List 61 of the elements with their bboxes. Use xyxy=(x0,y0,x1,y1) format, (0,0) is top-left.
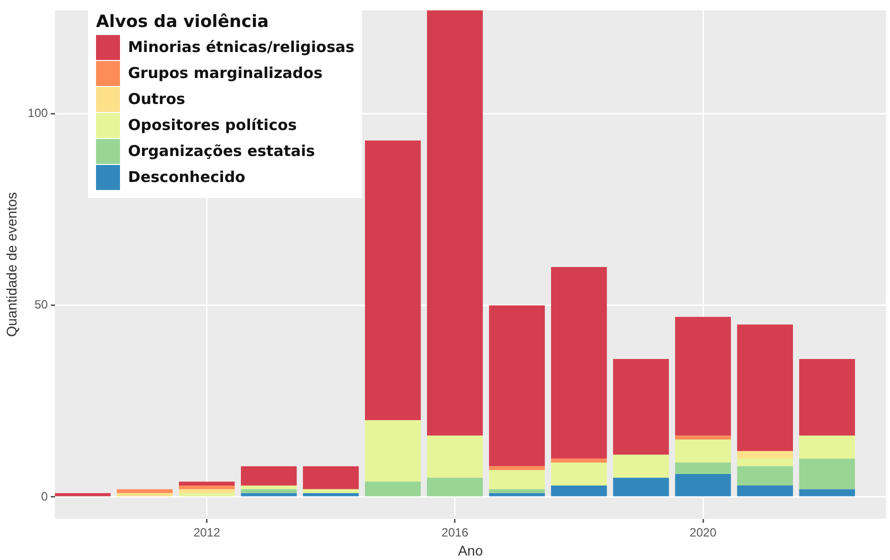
bar xyxy=(426,10,483,436)
legend-label: Desconhecido xyxy=(128,168,246,186)
bar xyxy=(240,489,297,494)
bar xyxy=(302,466,359,490)
bar xyxy=(675,474,731,496)
bar xyxy=(116,493,173,496)
bar xyxy=(364,140,421,420)
legend-label: Organizações estatais xyxy=(128,142,315,160)
bar xyxy=(489,305,545,466)
bar xyxy=(675,316,731,436)
bar xyxy=(675,436,731,440)
bar xyxy=(302,489,359,494)
bar xyxy=(489,489,545,494)
legend-label: Outros xyxy=(128,90,186,108)
bar xyxy=(737,485,793,496)
bar xyxy=(675,462,731,474)
y-axis-title: Quantidade de eventos xyxy=(3,192,20,337)
bar xyxy=(116,489,173,494)
bar xyxy=(489,493,545,496)
bar xyxy=(799,436,855,459)
bar xyxy=(178,482,235,486)
legend-title: Alvos da violência xyxy=(96,12,270,32)
bar xyxy=(737,450,793,459)
x-tick-label: 2016 xyxy=(442,525,469,540)
bar xyxy=(551,458,607,462)
x-tick-label: 2012 xyxy=(193,525,220,540)
bar xyxy=(240,466,297,486)
bar xyxy=(489,466,545,470)
bar xyxy=(613,478,669,496)
bar xyxy=(551,266,607,459)
bar xyxy=(799,489,855,496)
y-tick-label: 100 xyxy=(28,106,48,120)
bar xyxy=(737,324,793,451)
bar xyxy=(675,439,731,462)
y-tick-label: 0 xyxy=(41,489,48,504)
bar xyxy=(551,462,607,486)
bar xyxy=(799,458,855,490)
bar xyxy=(364,420,421,482)
bar xyxy=(240,485,297,490)
bar xyxy=(178,493,235,496)
bar xyxy=(426,436,483,478)
x-tick-label: 2020 xyxy=(690,525,717,540)
legend-label: Minorias étnicas/religiosas xyxy=(128,38,354,56)
bar xyxy=(737,458,793,466)
bar xyxy=(240,493,297,496)
bar xyxy=(613,358,669,455)
legend-label: Grupos marginalizados xyxy=(128,64,323,82)
bar xyxy=(426,478,483,496)
bar xyxy=(799,358,855,436)
bar xyxy=(613,454,669,478)
bar xyxy=(178,489,235,494)
y-tick-label: 50 xyxy=(34,298,48,312)
bar xyxy=(302,493,359,496)
bar xyxy=(54,493,111,496)
bar xyxy=(551,485,607,496)
bar xyxy=(737,466,793,486)
bar xyxy=(178,485,235,490)
legend-label: Opositores políticos xyxy=(128,116,297,134)
bar xyxy=(364,482,421,496)
bar xyxy=(489,470,545,490)
x-axis-title: Ano xyxy=(458,542,484,558)
